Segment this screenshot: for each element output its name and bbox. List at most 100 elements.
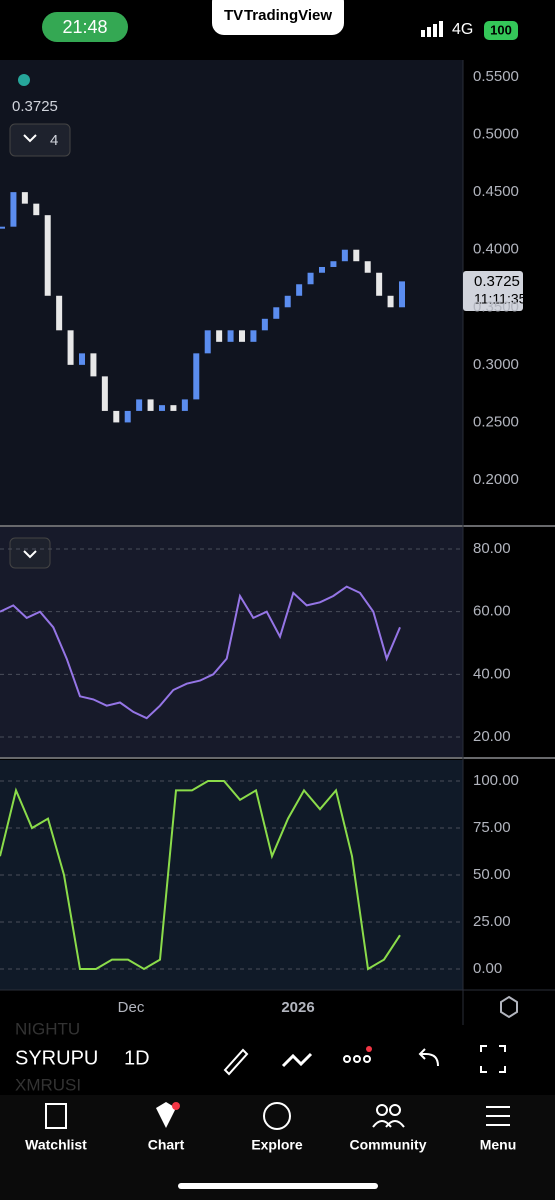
- candle: [170, 405, 177, 411]
- candle: [307, 272, 314, 285]
- nav-label[interactable]: Community: [350, 1137, 427, 1153]
- interval[interactable]: 1D: [124, 1047, 150, 1069]
- clock: 21:48: [62, 17, 107, 37]
- candle: [124, 410, 131, 423]
- rsi-pane: [0, 527, 463, 757]
- stoch-line: [0, 780, 401, 971]
- nav-label[interactable]: Menu: [480, 1137, 517, 1153]
- candle: [273, 307, 280, 319]
- battery: [484, 21, 518, 40]
- y-tick-label: 0.00: [473, 960, 502, 977]
- signal: [421, 21, 443, 37]
- candle: [193, 353, 200, 400]
- candle: [227, 330, 234, 342]
- candle: [399, 281, 405, 308]
- countdown: 11:11:35: [474, 291, 527, 307]
- nav-label[interactable]: Chart: [148, 1137, 185, 1153]
- live-dot: [18, 74, 30, 86]
- price-tag-value: 0.3725: [474, 273, 520, 290]
- y-tick-label: 20.00: [473, 728, 511, 745]
- community-icon[interactable]: [372, 1104, 405, 1128]
- indicators-icon[interactable]: [281, 1052, 313, 1068]
- menu-icon[interactable]: [486, 1106, 510, 1126]
- battery-level: 100: [490, 22, 512, 37]
- candle: [376, 272, 383, 296]
- home-indicator: [178, 1183, 378, 1189]
- candle: [319, 266, 325, 273]
- y-tick-label: 0.4000: [473, 241, 519, 258]
- watchlist-icon[interactable]: [45, 1103, 67, 1129]
- candle: [250, 330, 257, 342]
- app-logo: TV: [224, 7, 243, 24]
- candle: [90, 353, 97, 377]
- y-tick-label: 25.00: [473, 913, 511, 930]
- last-price: 0.3725: [12, 98, 58, 115]
- fullscreen-icon[interactable]: [480, 1045, 506, 1073]
- time-pill: [42, 12, 128, 42]
- y-tick-label: 75.00: [473, 819, 511, 836]
- badge: [366, 1046, 372, 1052]
- price-pane: [0, 60, 463, 525]
- candle: [101, 376, 108, 411]
- explore-icon[interactable]: [263, 1102, 291, 1130]
- ghost-symbol: XMRUSI: [15, 1075, 81, 1094]
- candle: [0, 226, 5, 229]
- toolbar: [0, 1025, 555, 1095]
- indicator-count: 4: [50, 132, 58, 149]
- candle: [113, 410, 120, 423]
- y-tick-label: 50.00: [473, 866, 511, 883]
- candle: [10, 192, 17, 227]
- chart-icon[interactable]: [156, 1102, 176, 1128]
- rsi-line: [0, 585, 401, 720]
- candle: [261, 318, 268, 331]
- time-label: 2026: [281, 999, 314, 1016]
- candle: [216, 330, 223, 342]
- y-tick-label: 80.00: [473, 540, 511, 557]
- candle: [44, 215, 51, 296]
- price-tag: [463, 271, 523, 311]
- y-tick-label: 60.00: [473, 603, 511, 620]
- nav-label[interactable]: Explore: [251, 1137, 303, 1153]
- candle: [56, 295, 63, 331]
- candle: [67, 330, 74, 365]
- candle: [353, 249, 360, 262]
- candle: [330, 261, 337, 267]
- ghost-symbol: NIGHTU: [15, 1019, 80, 1038]
- y-tick-label: 0.2000: [473, 471, 519, 488]
- y-tick-label: 0.5000: [473, 126, 519, 143]
- y-tick-label: 100.00: [473, 772, 519, 789]
- candle: [136, 399, 143, 411]
- y-tick-label: 0.3000: [473, 356, 519, 373]
- indicator-toggle[interactable]: [9, 123, 71, 157]
- candle: [159, 405, 165, 411]
- nav-bar: [0, 1095, 555, 1200]
- candle: [364, 261, 371, 273]
- app-name: TradingView: [244, 7, 332, 24]
- candle: [204, 330, 211, 354]
- chevron: [23, 550, 37, 559]
- y-tick-label: 0.4500: [473, 183, 519, 200]
- symbol[interactable]: SYRUPU: [15, 1047, 98, 1069]
- candle: [341, 249, 348, 262]
- candle: [284, 295, 291, 308]
- candle: [21, 192, 28, 204]
- candle: [79, 353, 85, 365]
- time-label: Dec: [118, 999, 145, 1016]
- badge: [172, 1102, 180, 1110]
- nav-label[interactable]: Watchlist: [25, 1137, 87, 1153]
- rsi-toggle[interactable]: [9, 537, 51, 569]
- candle: [147, 399, 154, 411]
- candle: [296, 284, 303, 296]
- more-icon[interactable]: [343, 1055, 371, 1063]
- candle: [181, 399, 188, 411]
- undo-icon[interactable]: [418, 1048, 439, 1067]
- y-tick-label: 0.5500: [473, 68, 519, 85]
- chevron: [23, 134, 37, 143]
- candle: [239, 330, 245, 342]
- draw-icon[interactable]: [223, 1048, 249, 1076]
- y-tick-label: 40.00: [473, 665, 511, 682]
- y-tick-label: 0.3500: [473, 298, 519, 315]
- network: 4G: [452, 21, 473, 38]
- settings-icon[interactable]: [500, 995, 518, 1019]
